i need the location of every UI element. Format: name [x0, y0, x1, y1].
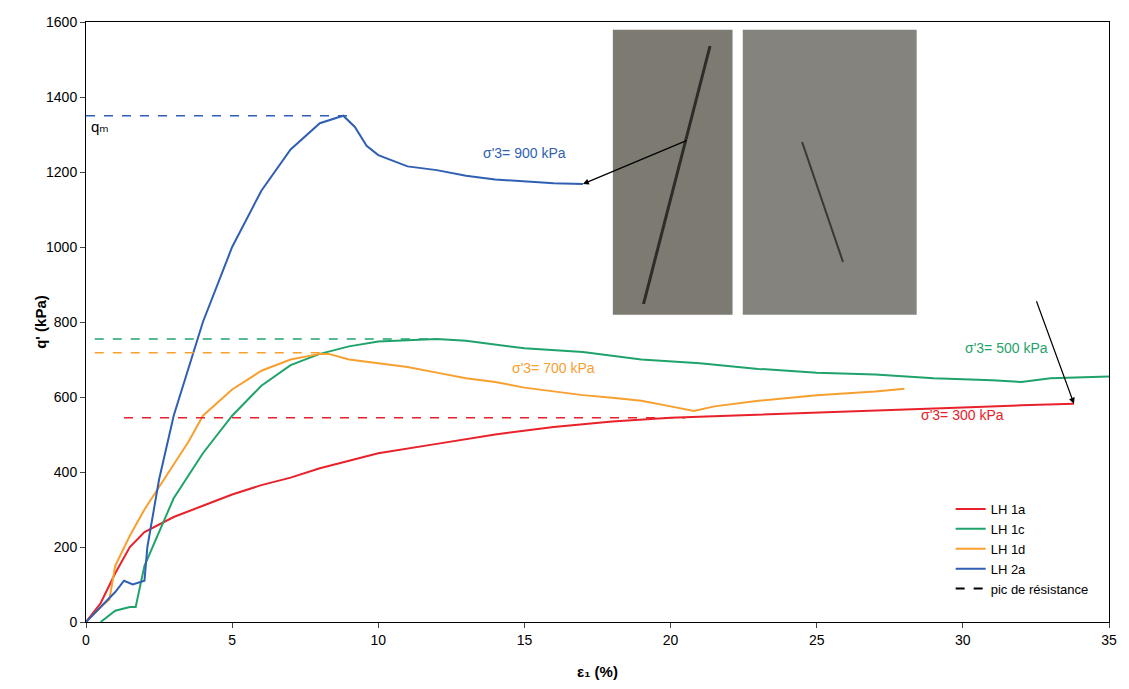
svg-text:10: 10 [371, 632, 387, 648]
svg-text:5: 5 [228, 632, 236, 648]
svg-text:30: 30 [955, 632, 971, 648]
svg-text:200: 200 [54, 539, 78, 555]
svg-text:σ'3= 300 kPa: σ'3= 300 kPa [921, 407, 1004, 423]
svg-text:pic de résistance: pic de résistance [991, 582, 1089, 597]
svg-text:1400: 1400 [46, 89, 77, 105]
svg-text:35: 35 [1101, 632, 1117, 648]
svg-text:q' (kPa): q' (kPa) [32, 295, 49, 349]
svg-text:400: 400 [54, 464, 78, 480]
svg-text:800: 800 [54, 314, 78, 330]
svg-text:25: 25 [809, 632, 825, 648]
svg-text:0: 0 [69, 614, 77, 630]
svg-text:LH 1d: LH 1d [991, 542, 1026, 557]
svg-text:15: 15 [517, 632, 533, 648]
svg-text:LH 2a: LH 2a [991, 562, 1026, 577]
svg-text:LH 1a: LH 1a [991, 502, 1026, 517]
svg-text:LH 1c: LH 1c [991, 522, 1025, 537]
svg-text:1200: 1200 [46, 164, 77, 180]
svg-text:σ'3= 500 kPa: σ'3= 500 kPa [965, 340, 1048, 356]
svg-text:qₘ: qₘ [91, 118, 109, 135]
svg-text:σ'3= 900 kPa: σ'3= 900 kPa [483, 145, 566, 161]
svg-text:0: 0 [82, 632, 90, 648]
svg-text:1000: 1000 [46, 239, 77, 255]
svg-text:600: 600 [54, 389, 78, 405]
svg-text:1600: 1600 [46, 14, 77, 30]
svg-text:20: 20 [663, 632, 679, 648]
svg-text:σ'3= 700 kPa: σ'3= 700 kPa [512, 360, 595, 376]
svg-text:ε₁ (%): ε₁ (%) [577, 663, 618, 680]
